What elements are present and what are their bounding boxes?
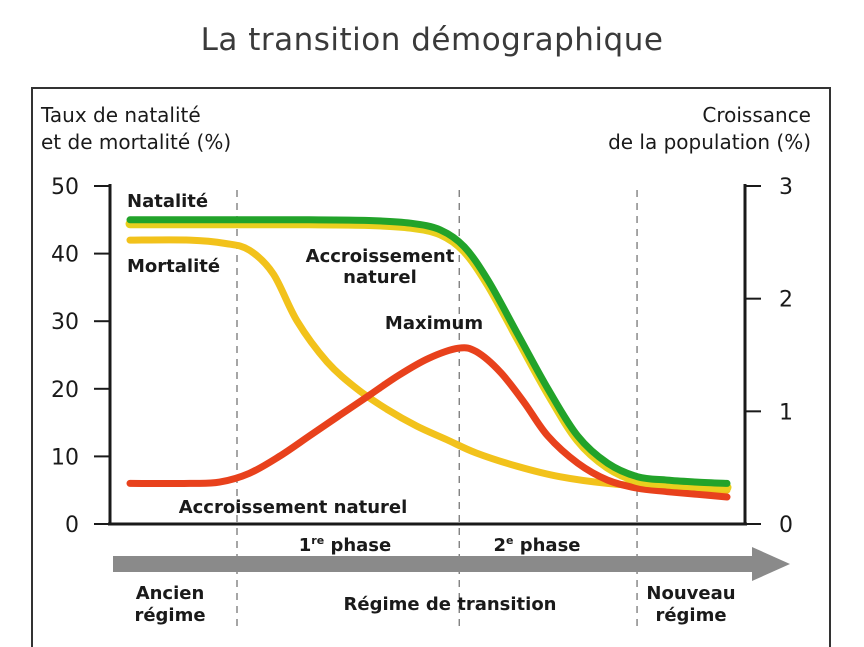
- time-arrow-shaft: [113, 556, 755, 572]
- y-left-tick-label: 10: [51, 445, 79, 470]
- y-left-tick-label: 30: [51, 310, 79, 335]
- chart-frame: [31, 87, 831, 647]
- phase-label: 1re phase: [299, 534, 391, 556]
- label-mortalite: Mortalité: [127, 256, 220, 277]
- right-axis-title: de la population (%): [608, 130, 811, 154]
- left-axis-title: et de mortalité (%): [41, 130, 231, 154]
- label-accroissement-naturel: naturel: [343, 267, 417, 288]
- natalite-line: [126, 216, 731, 487]
- regime-ancien: régime: [134, 605, 205, 626]
- label-natalite: Natalité: [127, 191, 208, 212]
- accroissement-line: [126, 344, 731, 501]
- y-left-tick-label: 0: [65, 513, 79, 538]
- y-left-tick-label: 50: [51, 175, 79, 200]
- regime-nouveau: Nouveau: [646, 583, 735, 604]
- left-axis-title: Taux de natalité: [40, 103, 201, 127]
- y-right-tick-label: 3: [779, 175, 793, 200]
- phase-label: 2e phase: [493, 534, 580, 556]
- label-accroissement-naturel: Accroissement: [306, 246, 455, 267]
- regime-transition: Régime de transition: [344, 594, 557, 615]
- regime-nouveau: régime: [655, 605, 726, 626]
- y-right-tick-label: 1: [779, 400, 793, 425]
- y-right-tick-label: 0: [779, 513, 793, 538]
- y-right-tick-label: 2: [779, 288, 793, 313]
- label-accroissement-naturel-bottom: Accroissement naturel: [179, 497, 408, 518]
- label-maximum: Maximum: [385, 313, 483, 334]
- regime-ancien: Ancien: [136, 583, 205, 604]
- y-left-tick-label: 20: [51, 378, 79, 403]
- time-arrow-head: [752, 547, 790, 581]
- right-axis-title: Croissance: [702, 103, 811, 127]
- page-title: La transition démographique: [200, 22, 664, 58]
- y-left-tick-label: 40: [51, 243, 79, 268]
